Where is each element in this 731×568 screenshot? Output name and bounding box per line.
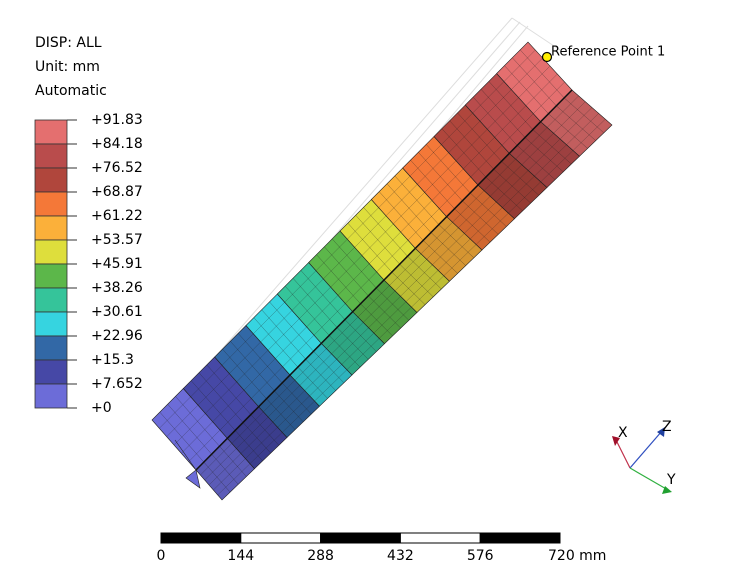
scale-bar-segment bbox=[320, 532, 401, 544]
legend-label: +53.57 bbox=[91, 232, 143, 248]
legend-label: +76.52 bbox=[91, 160, 143, 176]
scale-bar-segment bbox=[399, 532, 481, 544]
legend-swatch bbox=[34, 383, 68, 409]
mesh-line bbox=[217, 119, 606, 496]
scale-bar-segment bbox=[479, 532, 561, 544]
scale-bar-label: 576 bbox=[467, 548, 494, 564]
beam-end-web bbox=[174, 439, 201, 489]
legend: DISP: ALL Unit: mm Automatic +91.83 +84.18 +7… bbox=[34, 35, 143, 416]
legend-label: +7.652 bbox=[91, 376, 143, 392]
legend-label: +84.18 bbox=[91, 136, 143, 152]
scale-bar: 0 144 288 432 576 720 mm bbox=[157, 532, 606, 564]
legend-swatch bbox=[34, 335, 68, 361]
triad-x-label: X bbox=[618, 425, 628, 441]
legend-swatch bbox=[34, 311, 68, 337]
legend-label: +30.61 bbox=[91, 304, 143, 320]
legend-title: DISP: ALL bbox=[35, 35, 102, 51]
scale-bar-segment bbox=[240, 532, 322, 544]
mesh-line bbox=[181, 73, 558, 454]
legend-swatch bbox=[34, 167, 68, 193]
legend-label: +68.87 bbox=[91, 184, 143, 200]
legend-title: Automatic bbox=[35, 83, 107, 99]
scale-bar-label: 288 bbox=[307, 548, 334, 564]
scale-bar-segment bbox=[160, 532, 242, 544]
mesh-line bbox=[208, 107, 593, 486]
mesh-line bbox=[213, 113, 599, 491]
mesh-line bbox=[159, 49, 536, 429]
beam-ridge bbox=[195, 89, 573, 471]
mesh-line bbox=[204, 101, 586, 481]
axis-triad: X Z Y bbox=[612, 419, 676, 494]
beam-model bbox=[151, 41, 613, 501]
legend-swatch bbox=[34, 215, 68, 241]
mesh-line bbox=[200, 95, 579, 476]
triad-z-label: Z bbox=[662, 419, 672, 435]
mesh-line bbox=[166, 57, 543, 437]
legend-label: +91.83 bbox=[91, 112, 143, 128]
legend-swatch bbox=[34, 263, 68, 289]
reference-point-marker bbox=[541, 51, 553, 63]
legend-swatch bbox=[34, 191, 68, 217]
legend-label: +0 bbox=[91, 400, 112, 416]
legend-label: +22.96 bbox=[91, 328, 143, 344]
legend-label: +45.91 bbox=[91, 256, 143, 272]
legend-swatch bbox=[34, 143, 68, 169]
mesh-line bbox=[188, 81, 565, 462]
legend-swatch bbox=[34, 359, 68, 385]
scale-bar-label: 432 bbox=[387, 548, 414, 564]
legend-swatch bbox=[34, 239, 68, 265]
legend-label: +61.22 bbox=[91, 208, 143, 224]
scale-bar-label: 720 mm bbox=[548, 548, 606, 564]
scale-bar-label: 144 bbox=[227, 548, 254, 564]
mesh-line bbox=[173, 65, 551, 446]
legend-label: +15.3 bbox=[91, 352, 134, 368]
scale-bar-label: 0 bbox=[157, 548, 166, 564]
legend-label: +38.26 bbox=[91, 280, 143, 296]
legend-swatch bbox=[34, 287, 68, 313]
triad-y-label: Y bbox=[666, 472, 676, 488]
reference-point-label: Reference Point 1 bbox=[551, 45, 665, 60]
legend-swatch bbox=[34, 119, 68, 145]
legend-title: Unit: mm bbox=[35, 59, 100, 75]
